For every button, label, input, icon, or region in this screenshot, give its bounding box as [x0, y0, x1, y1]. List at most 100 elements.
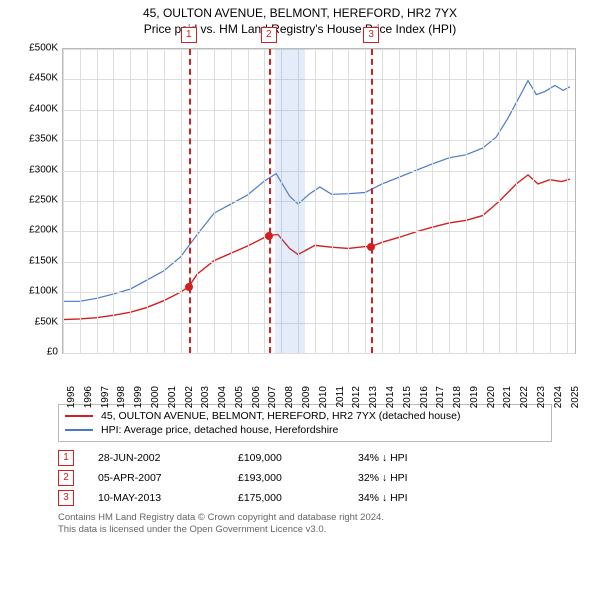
recession-band: [275, 49, 305, 353]
x-gridline: [449, 49, 450, 353]
y-gridline: [63, 231, 575, 232]
y-tick-label: £200K: [20, 225, 58, 236]
y-gridline: [63, 262, 575, 263]
x-tick-label: 2005: [234, 386, 245, 408]
sale-vs-hpi: 34% ↓ HPI: [358, 452, 508, 464]
x-tick-label: 2012: [351, 386, 362, 408]
y-gridline: [63, 201, 575, 202]
x-gridline: [399, 49, 400, 353]
x-gridline: [80, 49, 81, 353]
x-tick-label: 2015: [402, 386, 413, 408]
x-gridline: [382, 49, 383, 353]
x-tick-label: 2011: [335, 386, 346, 408]
x-gridline: [130, 49, 131, 353]
sale-marker-number: 1: [181, 27, 197, 43]
plot-area: 1995199619971998199920002001200220032004…: [62, 48, 576, 354]
x-tick-label: 1995: [66, 386, 77, 408]
sale-price: £175,000: [238, 492, 358, 504]
x-gridline: [264, 49, 265, 353]
x-gridline: [365, 49, 366, 353]
y-tick-label: £100K: [20, 286, 58, 297]
sale-date: 10-MAY-2013: [98, 492, 238, 504]
x-tick-label: 2000: [150, 386, 161, 408]
sale-point-dot: [185, 283, 193, 291]
x-gridline: [214, 49, 215, 353]
x-tick-label: 2002: [184, 386, 195, 408]
sale-marker-line: [189, 49, 191, 353]
x-gridline: [63, 49, 64, 353]
x-gridline: [499, 49, 500, 353]
attribution-line-2: This data is licensed under the Open Gov…: [58, 524, 580, 536]
x-tick-label: 2021: [502, 386, 513, 408]
x-tick-label: 2003: [200, 386, 211, 408]
sale-marker-number: 3: [363, 27, 379, 43]
x-gridline: [348, 49, 349, 353]
x-tick-label: 2023: [536, 386, 547, 408]
legend-label: 45, OULTON AVENUE, BELMONT, HEREFORD, HR…: [101, 410, 460, 422]
table-row: 310-MAY-2013£175,00034% ↓ HPI: [58, 488, 558, 508]
sale-marker-line: [269, 49, 271, 353]
y-tick-label: £150K: [20, 255, 58, 266]
x-tick-label: 2004: [217, 386, 228, 408]
sale-point-dot: [265, 232, 273, 240]
x-tick-label: 2010: [318, 386, 329, 408]
x-gridline: [113, 49, 114, 353]
x-gridline: [516, 49, 517, 353]
x-tick-label: 2013: [368, 386, 379, 408]
x-tick-label: 2009: [301, 386, 312, 408]
y-gridline: [63, 323, 575, 324]
x-tick-label: 2014: [385, 386, 396, 408]
sale-number-box: 3: [58, 490, 74, 506]
attribution: Contains HM Land Registry data © Crown c…: [58, 512, 580, 537]
legend-item: 45, OULTON AVENUE, BELMONT, HEREFORD, HR…: [65, 409, 545, 423]
legend-swatch: [65, 429, 93, 431]
y-tick-label: £450K: [20, 73, 58, 84]
x-tick-label: 1999: [133, 386, 144, 408]
x-gridline: [231, 49, 232, 353]
x-gridline: [315, 49, 316, 353]
y-tick-label: £0: [20, 347, 58, 358]
x-gridline: [332, 49, 333, 353]
y-gridline: [63, 171, 575, 172]
chart-container: £0£50K£100K£150K£200K£250K£300K£350K£400…: [20, 42, 580, 402]
table-row: 128-JUN-2002£109,00034% ↓ HPI: [58, 448, 558, 468]
x-gridline: [567, 49, 568, 353]
x-gridline: [164, 49, 165, 353]
table-row: 205-APR-2007£193,00032% ↓ HPI: [58, 468, 558, 488]
x-gridline: [432, 49, 433, 353]
sales-table: 128-JUN-2002£109,00034% ↓ HPI 2 05-APR-200…: [58, 448, 558, 508]
x-gridline: [97, 49, 98, 353]
x-gridline: [533, 49, 534, 353]
legend-label: HPI: Average price, detached house, Here…: [101, 424, 338, 436]
sale-date: 28-JUN-2002: [98, 452, 238, 464]
x-gridline: [147, 49, 148, 353]
sale-number-box: 2: [58, 470, 74, 486]
x-tick-label: 2025: [570, 386, 581, 408]
x-gridline: [550, 49, 551, 353]
legend-item: HPI: Average price, detached house, Here…: [65, 423, 545, 437]
sale-date: 05-APR-2007: [98, 472, 238, 484]
x-tick-label: 1998: [116, 386, 127, 408]
y-gridline: [63, 79, 575, 80]
x-tick-label: 2020: [486, 386, 497, 408]
x-tick-label: 2008: [284, 386, 295, 408]
sale-point-dot: [367, 243, 375, 251]
y-tick-label: £50K: [20, 316, 58, 327]
x-tick-label: 2006: [251, 386, 262, 408]
x-gridline: [416, 49, 417, 353]
sale-vs-hpi: 32% ↓ HPI: [358, 472, 508, 484]
legend-swatch: [65, 415, 93, 417]
x-gridline: [248, 49, 249, 353]
legend: 45, OULTON AVENUE, BELMONT, HEREFORD, HR…: [58, 404, 552, 442]
attribution-line-1: Contains HM Land Registry data © Crown c…: [58, 512, 580, 524]
x-tick-label: 2022: [519, 386, 530, 408]
y-gridline: [63, 353, 575, 354]
x-gridline: [483, 49, 484, 353]
x-tick-label: 1996: [83, 386, 94, 408]
x-tick-label: 2001: [167, 386, 178, 408]
y-gridline: [63, 140, 575, 141]
x-tick-label: 2017: [435, 386, 446, 408]
page-root: 45, OULTON AVENUE, BELMONT, HEREFORD, HR…: [0, 0, 600, 590]
y-tick-label: £300K: [20, 164, 58, 175]
x-tick-label: 2016: [419, 386, 430, 408]
